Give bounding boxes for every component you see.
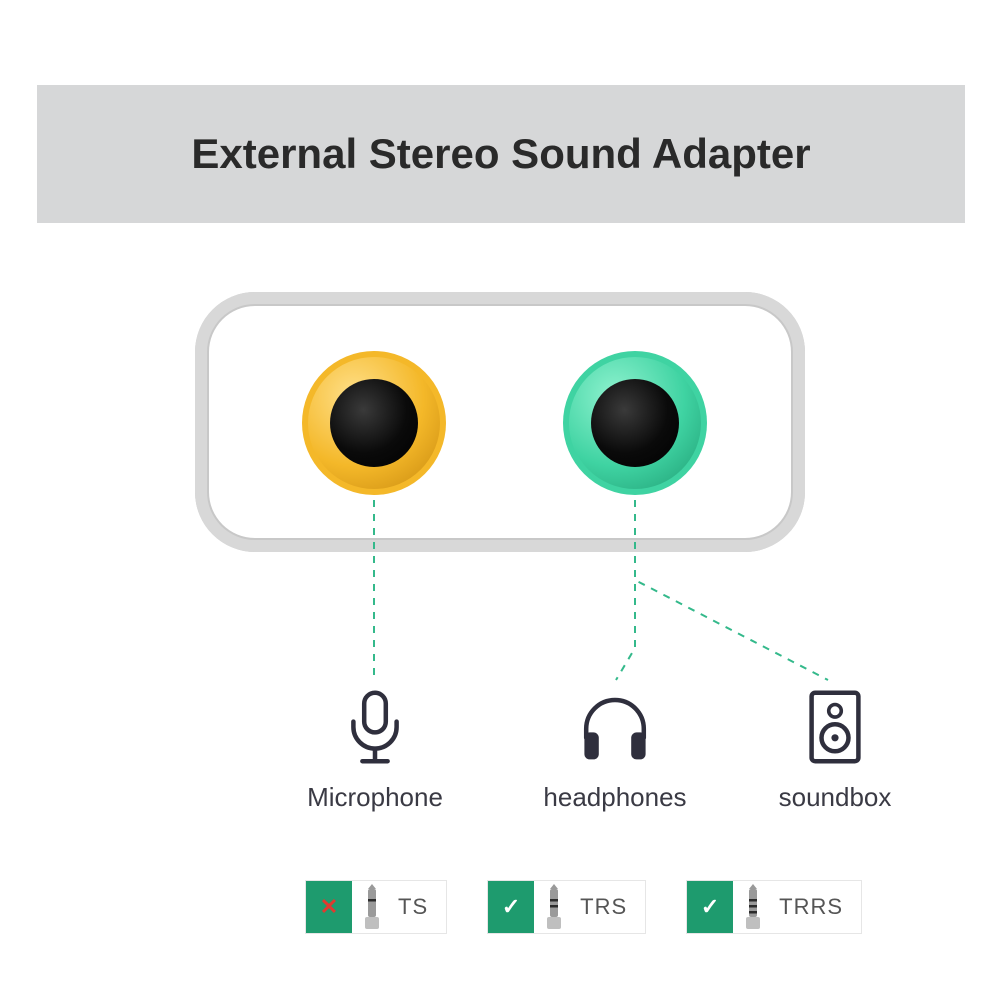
device-headphones: headphones <box>540 682 690 813</box>
compat-label: TRRS <box>773 894 861 920</box>
device-soundbox: soundbox <box>760 682 910 813</box>
compat-trrs: ✓ TRRS <box>686 880 862 934</box>
microphone-icon <box>330 682 420 772</box>
compat-ts: ✕ TS <box>305 880 447 934</box>
microphone-port <box>302 351 446 495</box>
device-label-soundbox: soundbox <box>760 782 910 813</box>
title-bar: External Stereo Sound Adapter <box>37 85 965 223</box>
check-icon: ✓ <box>488 881 534 933</box>
cross-icon: ✕ <box>306 881 352 933</box>
adapter-body <box>195 292 805 552</box>
speaker-icon <box>790 682 880 772</box>
check-icon: ✓ <box>687 881 733 933</box>
page-title: External Stereo Sound Adapter <box>191 130 810 178</box>
device-label-microphone: Microphone <box>300 782 450 813</box>
headphones-icon <box>540 682 690 772</box>
plug-icon <box>534 881 574 933</box>
compat-trs: ✓ TRS <box>487 880 646 934</box>
plug-icon <box>352 881 392 933</box>
device-microphone: Microphone <box>300 682 450 813</box>
compat-label: TRS <box>574 894 645 920</box>
microphone-icon <box>300 682 450 772</box>
plug-icon <box>733 881 773 933</box>
speaker-icon <box>760 682 910 772</box>
compat-label: TS <box>392 894 446 920</box>
headphone-port <box>563 351 707 495</box>
headphones-icon <box>570 682 660 772</box>
device-label-headphones: headphones <box>540 782 690 813</box>
compatibility-row: ✕ TS ✓ TRS ✓ TRRS <box>305 880 862 934</box>
